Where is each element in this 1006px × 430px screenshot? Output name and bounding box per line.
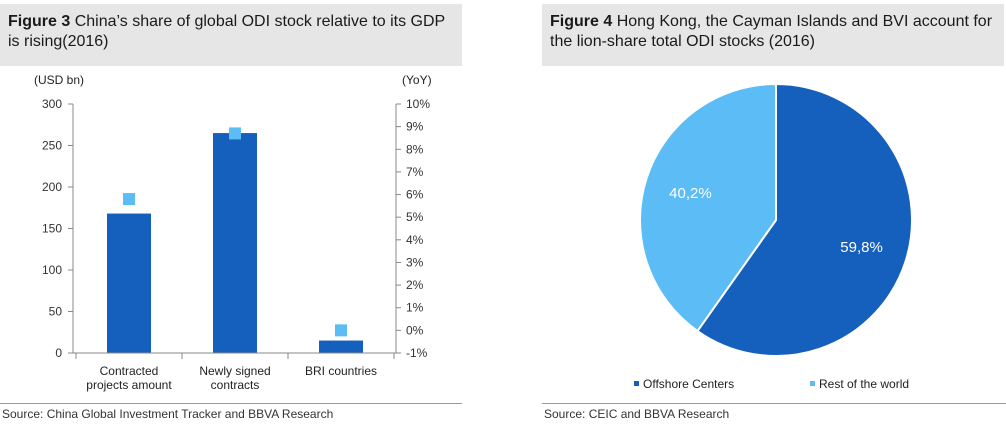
y-tick-label-left: 50 <box>49 305 63 319</box>
y-axis-label-right: (YoY) <box>402 73 432 87</box>
y-tick-label-right: 4% <box>406 233 424 247</box>
bar <box>213 133 257 353</box>
figure-4-label: Figure 4 <box>550 13 613 30</box>
legend-swatch <box>634 381 639 386</box>
x-tick-label: BRI countries <box>305 364 377 378</box>
y-tick-label-right: 10% <box>406 97 430 111</box>
yoy-marker <box>123 193 135 206</box>
figure-3-title: China’s share of global ODI stock relati… <box>8 13 445 50</box>
figure-3-source: Source: China Global Investment Tracker … <box>2 407 334 421</box>
y-tick-label-right: 9% <box>406 120 424 134</box>
figure-3-panel: Figure 3 China’s share of global ODI sto… <box>0 0 462 430</box>
y-tick-label-left: 200 <box>42 180 62 194</box>
x-tick-label: Contracted <box>100 364 159 378</box>
yoy-marker <box>335 324 347 337</box>
figure-4-panel: Figure 4 Hong Kong, the Cayman Islands a… <box>542 0 1006 430</box>
y-tick-label-left: 300 <box>42 97 62 111</box>
figure-4-title: Hong Kong, the Cayman Islands and BVI ac… <box>550 13 993 50</box>
figure-3-source-rule <box>0 403 462 404</box>
figure-4-header: Figure 4 Hong Kong, the Cayman Islands a… <box>542 4 1004 66</box>
y-tick-label-left: 0 <box>55 346 62 360</box>
figure-3-header: Figure 3 China’s share of global ODI sto… <box>0 4 462 66</box>
x-tick-label: projects amount <box>86 378 172 392</box>
y-tick-label-right: 3% <box>406 255 424 269</box>
figure-4-source: Source: CEIC and BBVA Research <box>544 407 730 421</box>
y-tick-label-right: 8% <box>406 142 424 156</box>
y-tick-label-right: 2% <box>406 278 424 292</box>
y-tick-label-right: -1% <box>406 346 428 360</box>
y-tick-label-left: 150 <box>42 222 62 236</box>
y-tick-label-right: 0% <box>406 323 424 337</box>
y-tick-label-right: 6% <box>406 188 424 202</box>
y-tick-label-right: 1% <box>406 301 424 315</box>
bar <box>107 213 151 353</box>
legend-swatch <box>810 381 815 386</box>
pie-data-label: 59,8% <box>840 239 883 256</box>
bar <box>319 340 363 353</box>
x-tick-label: Newly signed <box>199 364 270 378</box>
y-tick-label-right: 5% <box>406 210 424 224</box>
x-tick-label: contracts <box>211 378 260 392</box>
legend-label: Offshore Centers <box>643 377 734 391</box>
yoy-marker <box>229 127 241 140</box>
pie-data-label: 40,2% <box>669 185 712 202</box>
figure-4-pie-chart: 59,8% 40,2% Offshore Centers Rest of the w… <box>634 82 913 391</box>
pie-slice <box>696 82 913 357</box>
figure-3-bar-chart: (USD bn) (YoY) 0 50 100 150 200 250 300 -1% 0% 1… <box>34 73 432 392</box>
y-tick-label-left: 250 <box>42 139 62 153</box>
pie-slice <box>639 82 777 333</box>
y-tick-label-left: 100 <box>42 263 62 277</box>
y-axis-label-left: (USD bn) <box>34 73 84 87</box>
figure-4-source-rule <box>542 403 1006 404</box>
y-tick-label-right: 7% <box>406 165 424 179</box>
figure-3-label: Figure 3 <box>8 13 71 30</box>
legend-label: Rest of the world <box>819 377 909 391</box>
